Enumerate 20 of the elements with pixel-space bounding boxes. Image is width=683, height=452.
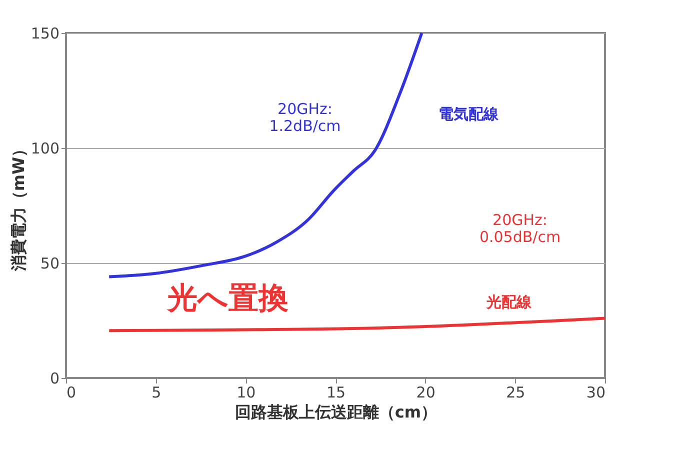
x-tick-label: 15 — [326, 384, 346, 402]
annotation: 20GHz: 0.05dB/cm — [479, 211, 561, 246]
y-tick-label: 0 — [50, 370, 60, 388]
annotation: 光へ置換 — [166, 281, 288, 316]
x-tick-label: 0 — [66, 384, 76, 402]
line-series — [108, 316, 606, 332]
x-tick-label: 10 — [236, 384, 256, 402]
x-axis-title: 回路基板上伝送距離（cm） — [234, 402, 438, 422]
line-series — [108, 32, 424, 278]
annotation: 20GHz: 1.2dB/cm — [269, 100, 341, 135]
y-axis-title: 消費電力（mW） — [8, 140, 28, 272]
text: 電気配線 — [438, 105, 500, 123]
series-label: 光配線 — [486, 293, 532, 312]
x-tick-label: 20 — [416, 384, 436, 402]
y-tick-label: 150 — [30, 24, 60, 42]
x-tick-label: 30 — [586, 384, 606, 402]
y-tick-label: 50 — [40, 254, 60, 272]
x-tick-label: 25 — [506, 384, 526, 402]
y-tick-label: 100 — [30, 140, 60, 158]
x-tick-label: 5 — [152, 384, 162, 402]
